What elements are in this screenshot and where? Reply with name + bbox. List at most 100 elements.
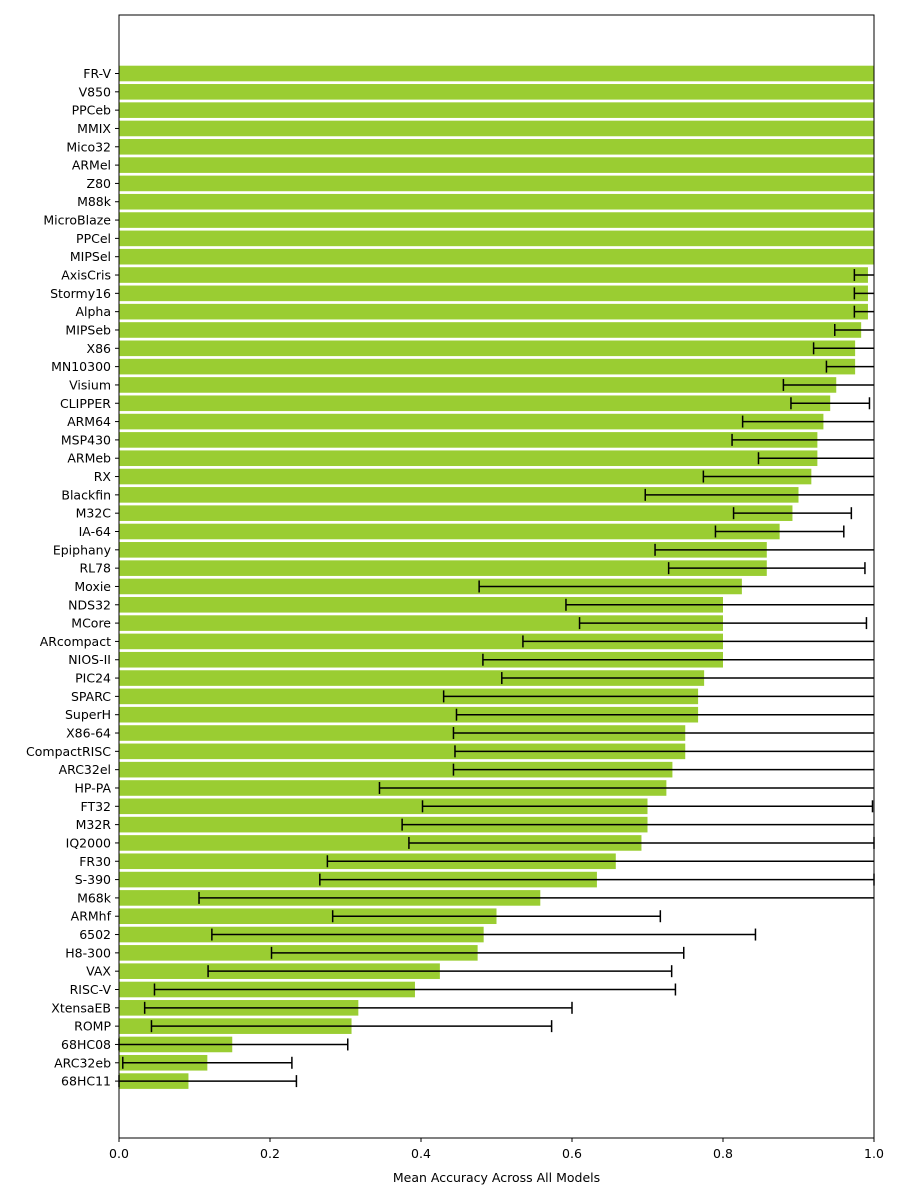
error-bar-FR30 [326,855,874,868]
y-tick-label: FR-V [83,66,111,81]
error-bar-CompactRISC [454,745,874,758]
error-bar-M68k [198,891,874,904]
y-tick-label: HP-PA [75,780,112,795]
y-tick-label: Blackfin [61,487,111,502]
error-bar-ARC32eb [122,1056,293,1069]
bar-FT32 [119,798,648,815]
y-tick-label: 68HC08 [61,1037,111,1052]
bar-MIPSel [119,248,874,265]
bar-Alpha [119,303,868,320]
bar-Moxie [119,578,742,595]
error-bar-SuperH [455,708,874,721]
y-tick-label: Stormy16 [50,286,111,301]
y-tick-label: S-390 [75,872,111,887]
y-tick-label: MIPSeb [65,322,111,337]
error-bar-X86-64 [452,727,874,740]
y-tick-label: SPARC [71,689,111,704]
y-tick-label: SuperH [65,707,111,722]
error-bar-ARMhf [331,910,662,923]
bar-PIC24 [119,670,705,686]
y-tick-label: ARC32el [59,762,111,777]
y-tick-label: V850 [79,84,111,99]
y-tick-label: PPCeb [72,103,111,118]
error-bar-ARM64 [741,415,874,428]
bar-CompactRISC [119,743,686,760]
error-bar-SPARC [442,690,874,703]
bar-FR-V [119,65,874,82]
error-bar-FT32 [421,800,874,813]
bar-MSP430 [119,432,818,448]
y-tick-label: H8-300 [65,945,111,960]
error-bar-M32R [401,818,874,831]
error-bar-CLIPPER [790,397,871,410]
bar-Z80 [119,175,874,192]
error-bars-layer [118,269,875,1088]
y-tick-label: MIPSel [70,249,111,264]
y-tick-label: X86-64 [66,726,111,741]
plot-frame [118,14,875,1139]
bar-X86-64 [119,725,686,741]
bar-MicroBlaze [119,212,874,228]
x-tick-label: 0.4 [411,1146,431,1161]
error-bar-X86 [812,342,874,355]
y-tick-label: ARcompact [40,634,111,649]
y-tick-label: ARMhf [71,909,112,924]
y-tick-label: ARMel [72,158,111,173]
y-tick-label: Alpha [75,304,111,319]
y-tick-label: MMIX [77,121,111,136]
error-bar-Alpha [853,305,874,318]
bar-MN10300 [119,358,856,375]
y-tick-label: M32C [76,506,112,521]
error-bar-IA-64 [714,525,845,538]
bar-Blackfin [119,487,799,503]
error-bar-RL78 [667,562,866,575]
bar-SuperH [119,706,699,723]
y-tick-label: FR30 [79,854,111,869]
bar-Stormy16 [119,285,868,302]
y-tick-label: RX [94,469,112,484]
error-bar-M32C [732,507,853,520]
y-tick-label: IQ2000 [66,835,111,850]
y-tick-label: ARM64 [67,414,111,429]
y-tick-label: Visium [69,377,111,392]
bar-RX [119,468,812,485]
bar-MCore [119,615,723,631]
error-bar-MCore [578,617,868,630]
bar-RL78 [119,560,767,576]
bar-M88k [119,193,874,210]
bar-NDS32 [119,596,723,613]
x-tick-label: 0.6 [562,1146,582,1161]
y-tick-label: PIC24 [75,671,111,686]
y-axis: FR-V V850 PPCeb MMIX Mico32 ARMel Z80 M88k Micro… [26,66,119,1089]
error-bar-RX [702,470,874,483]
bar-AxisCris [119,267,868,283]
y-tick-label: IA-64 [79,524,111,539]
bar-CLIPPER [119,395,831,412]
x-tick-label: 0.2 [260,1146,280,1161]
error-bar-MSP430 [731,433,874,446]
x-axis-label: Mean Accuracy Across All Models [393,1170,600,1185]
y-tick-label: CompactRISC [26,744,111,759]
x-axis: 0.0 0.2 0.4 0.6 0.8 1.0 [109,1138,884,1161]
y-tick-label: MCore [71,616,111,631]
y-tick-label: XtensaEB [51,1000,111,1015]
y-tick-label: ROMP [74,1019,111,1034]
bar-V850 [119,84,874,100]
y-tick-label: FT32 [80,799,111,814]
bar-ARM64 [119,413,824,430]
error-bar-NIOS-II [482,653,874,666]
y-tick-label: Z80 [87,176,112,191]
x-tick-label: 1.0 [864,1146,884,1161]
y-tick-label: 6502 [79,927,111,942]
bar-IA-64 [119,523,780,540]
error-bar-Epiphany [654,543,874,556]
error-bar-H8-300 [270,946,685,959]
y-tick-label: ARC32eb [54,1055,111,1070]
error-bar-ARC32el [452,763,874,776]
error-bar-Stormy16 [853,287,874,300]
bar-X86 [119,340,856,357]
bar-PPCeb [119,102,874,118]
error-bar-MIPSeb [833,323,874,336]
error-bar-Blackfin [644,488,874,501]
